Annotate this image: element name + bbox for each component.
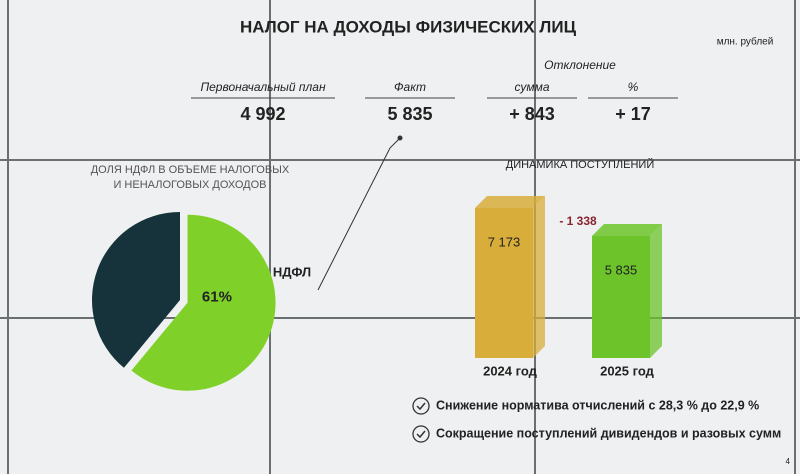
- check-icon: [412, 397, 430, 415]
- note: Сокращение поступлений дивидендов и разо…: [436, 426, 781, 440]
- bar-top: [475, 196, 545, 208]
- column-header: %: [628, 80, 639, 94]
- pie-slice: [91, 212, 180, 368]
- bar: [475, 208, 533, 358]
- bar-value-label: 7 173: [488, 234, 521, 249]
- check-mark: [416, 430, 426, 439]
- pie-slice: [131, 214, 276, 391]
- leader-line: [317, 137, 401, 291]
- unit: млн. рублей: [717, 36, 774, 48]
- bar-side: [533, 196, 545, 358]
- title: НАЛОГ НА ДОХОДЫ ФИЗИЧЕСКИХ ЛИЦ: [240, 17, 577, 36]
- column-header: Первоначальный план: [200, 80, 326, 94]
- annotation: - 1 338: [559, 214, 597, 228]
- bar: [592, 235, 650, 358]
- column-header: Факт: [394, 80, 426, 94]
- note: Снижение норматива отчислений с 28,3 % д…: [436, 398, 759, 412]
- table-value: + 17: [615, 104, 651, 124]
- leader-dot: [397, 135, 403, 141]
- chart-title: ДИНАМИКА ПОСТУПЛЕНИЙ: [506, 158, 654, 171]
- chart-title: ДОЛЯ НДФЛ В ОБЪЕМЕ НАЛОГОВЫХ И НЕНАЛОГОВЫ…: [91, 164, 290, 191]
- check-icon: [412, 425, 430, 443]
- table-value: + 843: [509, 104, 555, 124]
- slice-label: 61%: [202, 289, 232, 306]
- x-tick-label: 2025 год: [600, 363, 655, 378]
- check-mark: [416, 402, 426, 411]
- column-header: сумма: [515, 80, 550, 94]
- bar-side: [650, 223, 662, 358]
- table-value: 5 835: [387, 104, 432, 124]
- table-value: 4 992: [240, 104, 285, 124]
- slice-category: НДФЛ: [273, 264, 311, 279]
- bar-value-label: 5 835: [605, 262, 638, 277]
- group-header: Отклонение: [544, 58, 616, 72]
- notes: Снижение норматива отчислений с 28,3 % д…: [412, 397, 781, 443]
- x-tick-label: 2024 год: [483, 363, 538, 378]
- bar-top: [592, 223, 662, 236]
- page-number: 4: [786, 457, 791, 466]
